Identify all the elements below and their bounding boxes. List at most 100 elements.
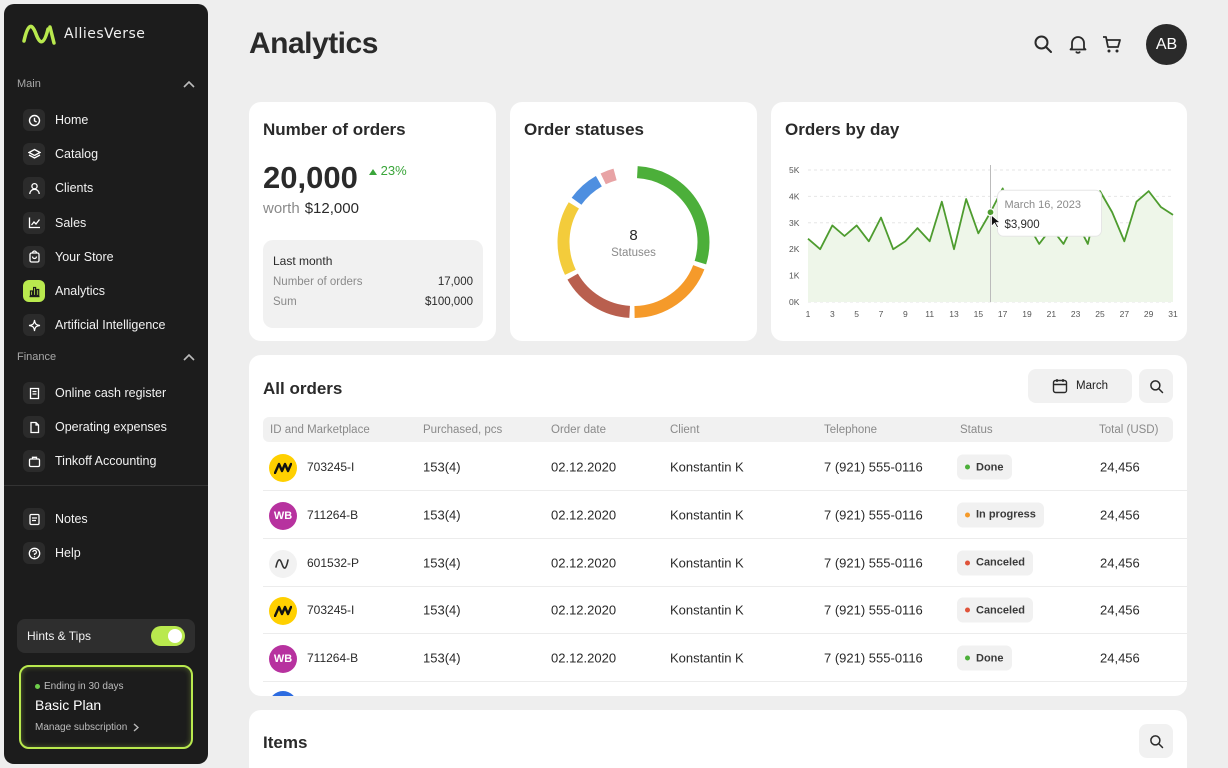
items-search-button[interactable] — [1139, 724, 1173, 758]
search-icon[interactable] — [1033, 34, 1053, 54]
x-tick-label: 15 — [974, 309, 984, 319]
donut-segment[interactable] — [636, 166, 710, 265]
data-point[interactable] — [1059, 239, 1069, 249]
table-row[interactable]: WB 711264-B 153(4) 02.12.2020 Konstantin K 7 … — [263, 635, 1187, 683]
section-main-header[interactable]: Main — [17, 78, 195, 90]
data-point[interactable] — [803, 234, 813, 244]
order-id[interactable]: 711264-B — [307, 651, 359, 666]
sparkle-icon — [23, 314, 45, 337]
table-row[interactable]: 703245-I 153(4) 02.12.2020 Konstantin K 7 (9… — [263, 587, 1187, 635]
y-tick-label: 1K — [789, 271, 800, 281]
order-id[interactable]: 711264-B — [307, 507, 359, 522]
table-row[interactable]: 703245-I 153(4) 02.12.2020 Konstantin K 7 (9… — [263, 444, 1187, 491]
sidebar-item-sales[interactable]: Sales — [23, 210, 199, 236]
donut-segment[interactable] — [571, 175, 603, 205]
brand-logo[interactable]: AlliesVerse — [22, 21, 145, 47]
cart-icon[interactable] — [1102, 34, 1122, 54]
order-client[interactable]: Konstantin K — [670, 650, 744, 666]
calendar-icon — [1052, 379, 1068, 394]
sidebar-item-label: Catalog — [55, 147, 99, 162]
arrow-up-icon — [369, 169, 377, 175]
month-filter-button[interactable]: March — [1028, 369, 1132, 403]
data-point[interactable] — [852, 220, 862, 230]
chevron-up-icon[interactable] — [183, 80, 195, 88]
data-point[interactable] — [900, 236, 910, 246]
section-finance-header[interactable]: Finance — [17, 351, 195, 363]
order-total: 24,456 — [1100, 602, 1140, 618]
bell-icon[interactable] — [1068, 34, 1088, 54]
sidebar-item-home[interactable]: Home — [23, 107, 199, 133]
data-point[interactable] — [1034, 239, 1044, 249]
data-point[interactable] — [1083, 239, 1093, 249]
sidebar-item-clients[interactable]: Clients — [23, 175, 199, 201]
sidebar-item-notes[interactable]: Notes — [23, 506, 199, 532]
donut-segment[interactable] — [557, 202, 580, 275]
chevron-up-icon[interactable] — [183, 353, 195, 361]
highlight-point[interactable] — [986, 208, 995, 217]
col-purchased[interactable]: Purchased, pcs — [423, 423, 503, 436]
order-statuses-card: Order statuses 8 Statuses — [510, 102, 757, 341]
help-icon — [23, 542, 45, 564]
order-telephone: 7 (921) 555-0116 — [824, 459, 923, 475]
order-client[interactable]: Konstantin K — [670, 459, 744, 475]
data-point[interactable] — [1132, 197, 1142, 207]
document-icon — [23, 416, 45, 438]
order-pcs: 153(4) — [423, 602, 461, 618]
manage-subscription-link[interactable]: Manage subscription — [35, 722, 177, 733]
order-id[interactable]: 703245-I — [307, 603, 355, 618]
data-point[interactable] — [1144, 186, 1154, 196]
order-client[interactable]: Konstantin K — [670, 602, 744, 618]
orders-search-button[interactable] — [1139, 369, 1173, 403]
data-point[interactable] — [876, 213, 886, 223]
data-point[interactable] — [1119, 236, 1129, 246]
col-total[interactable]: Total (USD) — [1099, 423, 1159, 436]
data-point[interactable] — [840, 231, 850, 241]
month-filter-label: March — [1076, 380, 1108, 392]
col-id[interactable]: ID and Marketplace — [270, 423, 370, 436]
x-tick-label: 23 — [1071, 309, 1081, 319]
hints-toggle[interactable] — [151, 626, 185, 646]
data-point[interactable] — [815, 244, 825, 254]
sidebar-item-operating-expenses[interactable]: Operating expenses — [23, 414, 199, 440]
order-client[interactable]: Konstantin K — [670, 507, 744, 523]
data-point[interactable] — [1107, 207, 1117, 217]
data-point[interactable] — [864, 236, 874, 246]
data-point[interactable] — [949, 244, 959, 254]
donut-segment[interactable] — [600, 168, 617, 185]
data-point[interactable] — [961, 194, 971, 204]
data-point[interactable] — [827, 220, 837, 230]
status-dot-icon — [35, 684, 40, 689]
sidebar-item-analytics[interactable]: Analytics — [23, 278, 199, 304]
sidebar-item-your-store[interactable]: Your Store — [23, 244, 199, 270]
data-point[interactable] — [888, 244, 898, 254]
donut-segment[interactable] — [567, 273, 631, 318]
col-client[interactable]: Client — [670, 423, 700, 436]
order-client[interactable]: Konstantin K — [670, 555, 744, 571]
data-point[interactable] — [937, 197, 947, 207]
table-row[interactable]: WB 711264-B 153(4) 02.12.2020 Konstantin K 7 … — [263, 492, 1187, 539]
data-point[interactable] — [1168, 210, 1178, 220]
data-point[interactable] — [913, 223, 923, 233]
avatar[interactable]: AB — [1146, 24, 1187, 65]
manage-subscription-label: Manage subscription — [35, 722, 128, 733]
order-id[interactable]: 601532-P — [307, 555, 360, 570]
hints-toggle-row[interactable]: Hints & Tips — [17, 619, 195, 653]
table-row[interactable]: 601532-P 153(4) 02.12.2020 Konstantin K 7 (9… — [263, 540, 1187, 587]
sidebar-item-help[interactable]: Help — [23, 540, 199, 566]
data-point[interactable] — [925, 236, 935, 246]
order-date: 02.12.2020 — [551, 459, 617, 475]
sidebar-item-catalog[interactable]: Catalog — [23, 141, 199, 167]
order-id[interactable]: 703245-I — [307, 460, 355, 474]
sidebar-item-tinkoff-accounting[interactable]: Tinkoff Accounting — [23, 448, 199, 474]
x-tick-label: 13 — [949, 309, 959, 319]
sidebar-item-online-cash-register[interactable]: Online cash register — [23, 380, 199, 406]
col-status[interactable]: Status — [960, 423, 993, 436]
data-point[interactable] — [973, 228, 983, 238]
donut-segment[interactable] — [634, 264, 705, 318]
sidebar-item-artificial-intelligence[interactable]: Artificial Intelligence — [23, 312, 199, 338]
x-tick-label: 11 — [925, 309, 934, 319]
col-date[interactable]: Order date — [551, 423, 606, 436]
data-point[interactable] — [1156, 202, 1166, 212]
col-telephone[interactable]: Telephone — [824, 423, 878, 436]
